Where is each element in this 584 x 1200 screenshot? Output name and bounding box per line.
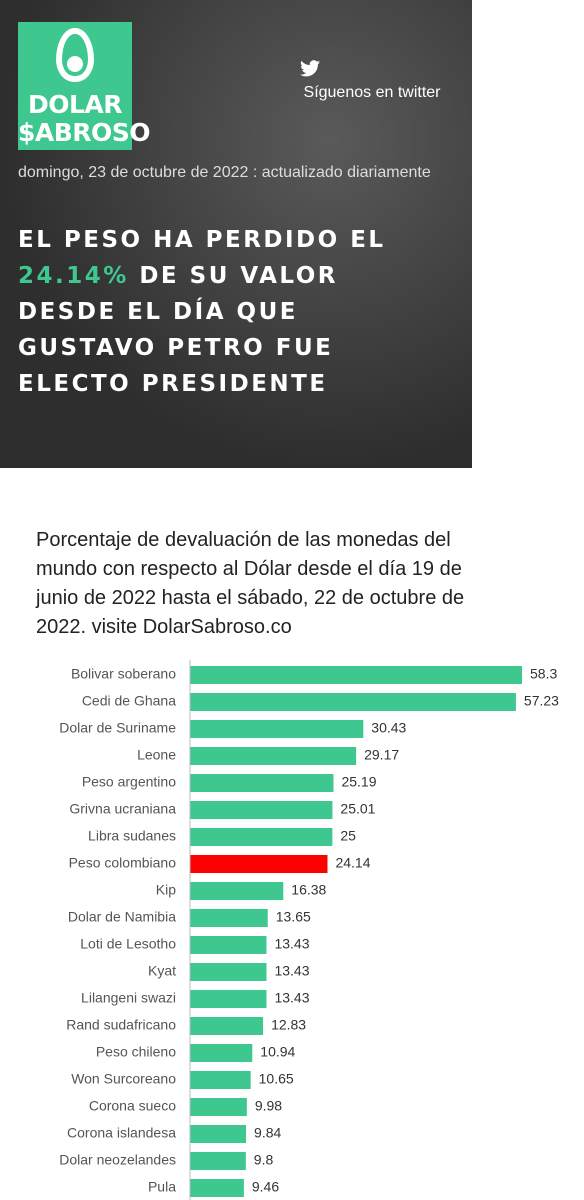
category-label: Bolivar soberano [71, 666, 176, 682]
value-label: 13.43 [274, 990, 309, 1006]
value-label: 13.43 [274, 963, 309, 979]
headline-line: ELECTO PRESIDENTE [18, 371, 328, 397]
value-label: 24.14 [335, 855, 370, 871]
category-label: Peso argentino [82, 774, 176, 790]
category-label: Dolar de Suriname [59, 720, 176, 736]
category-label: Leone [137, 747, 176, 763]
bar [190, 1179, 244, 1197]
category-label: Dolar de Namibia [68, 909, 176, 925]
headline-line: DESDE EL DÍA QUE [18, 299, 298, 325]
bar [190, 1071, 251, 1089]
bar [190, 747, 357, 765]
date: domingo, 23 de octubre de 2022 : actuali… [18, 164, 431, 181]
category-label: Cedi de Ghana [82, 693, 176, 709]
category-label: Corona sueco [89, 1098, 176, 1114]
bar [190, 909, 268, 927]
category-label: Loti de Lesotho [80, 936, 176, 952]
category-label: Kip [156, 882, 176, 898]
value-label: 25.01 [340, 801, 375, 817]
bar [190, 1125, 247, 1143]
value-label: 25.19 [341, 774, 376, 790]
value-label: 9.98 [255, 1098, 282, 1114]
logo-text: DOLAR [27, 90, 123, 119]
headline-highlight: 24.14% [18, 263, 129, 289]
value-label: 10.94 [260, 1044, 295, 1060]
hero-banner: DOLAR $ABROSO Síguenos en twitter doming… [0, 0, 472, 468]
category-label: Won Surcoreano [71, 1071, 176, 1087]
value-label: 25 [340, 828, 356, 844]
category-label: Libra sudanes [88, 828, 176, 844]
category-label: Corona islandesa [67, 1125, 176, 1141]
headline-line: EL PESO HA PERDIDO EL [18, 227, 386, 253]
chart-title: Porcentaje de devaluación de las monedas… [36, 529, 465, 638]
category-label: Pula [148, 1179, 176, 1195]
category-label: Grivna ucraniana [69, 801, 176, 817]
value-label: 57.23 [524, 693, 559, 709]
value-label: 9.84 [254, 1125, 281, 1141]
value-label: 30.43 [371, 720, 406, 736]
bar [190, 882, 284, 900]
headline: EL PESO HA PERDIDO EL 24.14% DE SU VALOR… [18, 222, 386, 402]
bar [190, 693, 516, 711]
bar [190, 990, 267, 1008]
value-label: 12.83 [271, 1017, 306, 1033]
category-label: Dolar neozelandes [59, 1152, 176, 1168]
bar [190, 1152, 246, 1170]
value-label: 9.8 [254, 1152, 274, 1168]
twitter-icon[interactable] [300, 60, 320, 77]
twitter-link[interactable]: Síguenos en twitter [303, 84, 441, 101]
category-label: Peso chileno [96, 1044, 176, 1060]
bar [190, 1017, 264, 1035]
category-label: Peso colombiano [69, 855, 177, 871]
value-label: 58.3 [530, 666, 557, 682]
value-label: 29.17 [364, 747, 399, 763]
bar [190, 720, 364, 738]
value-label: 13.65 [276, 909, 311, 925]
value-label: 16.38 [291, 882, 326, 898]
bar [190, 801, 333, 819]
bar [190, 828, 333, 846]
logo[interactable]: DOLAR $ABROSO [18, 22, 151, 150]
bar [190, 936, 267, 954]
bar [190, 1044, 253, 1062]
bar [190, 666, 523, 684]
value-label: 13.43 [274, 936, 309, 952]
value-label: 10.65 [259, 1071, 294, 1087]
logo-text: $ABROSO [18, 118, 151, 147]
bar [190, 1098, 247, 1116]
logo-icon [56, 28, 94, 82]
headline-text: DE SU VALOR [139, 263, 339, 289]
logo-icon [67, 56, 83, 72]
chart: Bolivar soberano 58.3 Cedi de Ghana 57.23 Do… [59, 660, 559, 1200]
category-label: Lilangeni swazi [81, 990, 176, 1006]
headline-line: GUSTAVO PETRO FUE [18, 335, 334, 361]
bar [190, 855, 328, 873]
category-label: Rand sudafricano [66, 1017, 176, 1033]
bar [190, 963, 267, 981]
bar [190, 774, 334, 792]
headline-line: 24.14% DE SU VALOR [18, 258, 386, 294]
category-label: Kyat [148, 963, 176, 979]
value-label: 9.46 [252, 1179, 279, 1195]
